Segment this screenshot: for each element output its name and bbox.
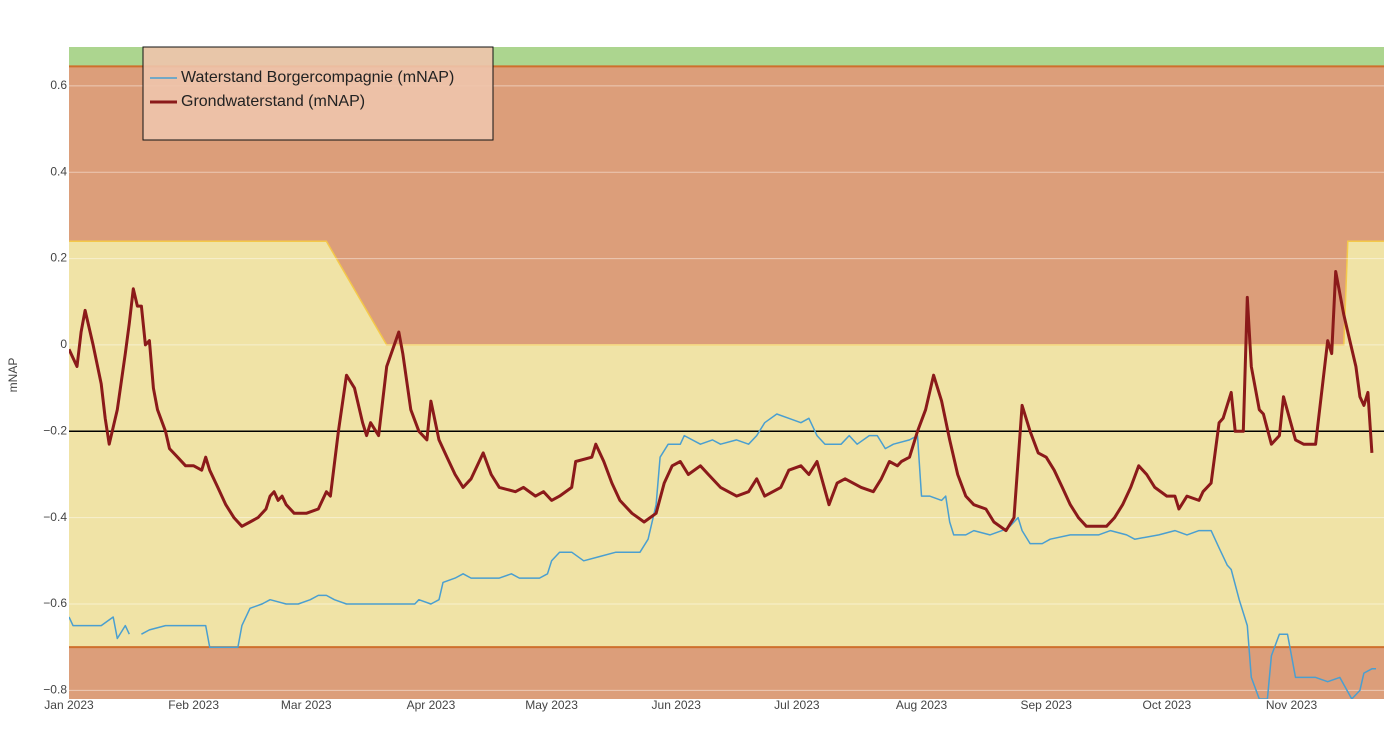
- x-tick-label: Jul 2023: [774, 698, 820, 712]
- x-tick-label: Sep 2023: [1021, 698, 1073, 712]
- y-tick-label: −0.6: [43, 596, 67, 610]
- zones: [69, 47, 1384, 699]
- x-tick-label: Jan 2023: [44, 698, 94, 712]
- y-tick-label: 0.4: [50, 164, 67, 178]
- legend-label: Grondwaterstand (mNAP): [181, 93, 365, 110]
- series-line: [69, 270, 1374, 533]
- y-tick-label: −0.2: [43, 423, 67, 437]
- x-tick-label: Mar 2023: [281, 698, 332, 712]
- x-tick-label: May 2023: [525, 698, 578, 712]
- x-tick-label: Jun 2023: [652, 698, 702, 712]
- y-axis-title: mNAP: [6, 358, 20, 393]
- zone-yellow: [69, 241, 1384, 648]
- x-tick-label: Oct 2023: [1142, 698, 1191, 712]
- x-tick-label: Nov 2023: [1266, 698, 1318, 712]
- series-line: [69, 413, 1376, 699]
- y-tick-label: −0.4: [43, 510, 67, 524]
- x-tick-label: Aug 2023: [896, 698, 948, 712]
- x-tick-label: Feb 2023: [168, 698, 219, 712]
- lines: [69, 270, 1384, 699]
- y-tick-label: −0.8: [43, 683, 67, 697]
- y-tick-label: 0: [60, 337, 67, 351]
- y-tick-label: 0.2: [50, 251, 67, 265]
- x-tick-label: Apr 2023: [407, 698, 456, 712]
- legend: Waterstand Borgercompagnie (mNAP) Grondwa…: [142, 46, 494, 141]
- axes: −0.8 −0.6 −0.4 −0.2 0 0.2 0.4 0.6 Jan 2023 Feb 20…: [43, 78, 1317, 712]
- legend-box: [142, 46, 494, 141]
- zone-upper-edge: [69, 240, 1384, 346]
- y-tick-label: 0.6: [50, 78, 67, 92]
- legend-label: Waterstand Borgercompagnie (mNAP): [181, 69, 454, 86]
